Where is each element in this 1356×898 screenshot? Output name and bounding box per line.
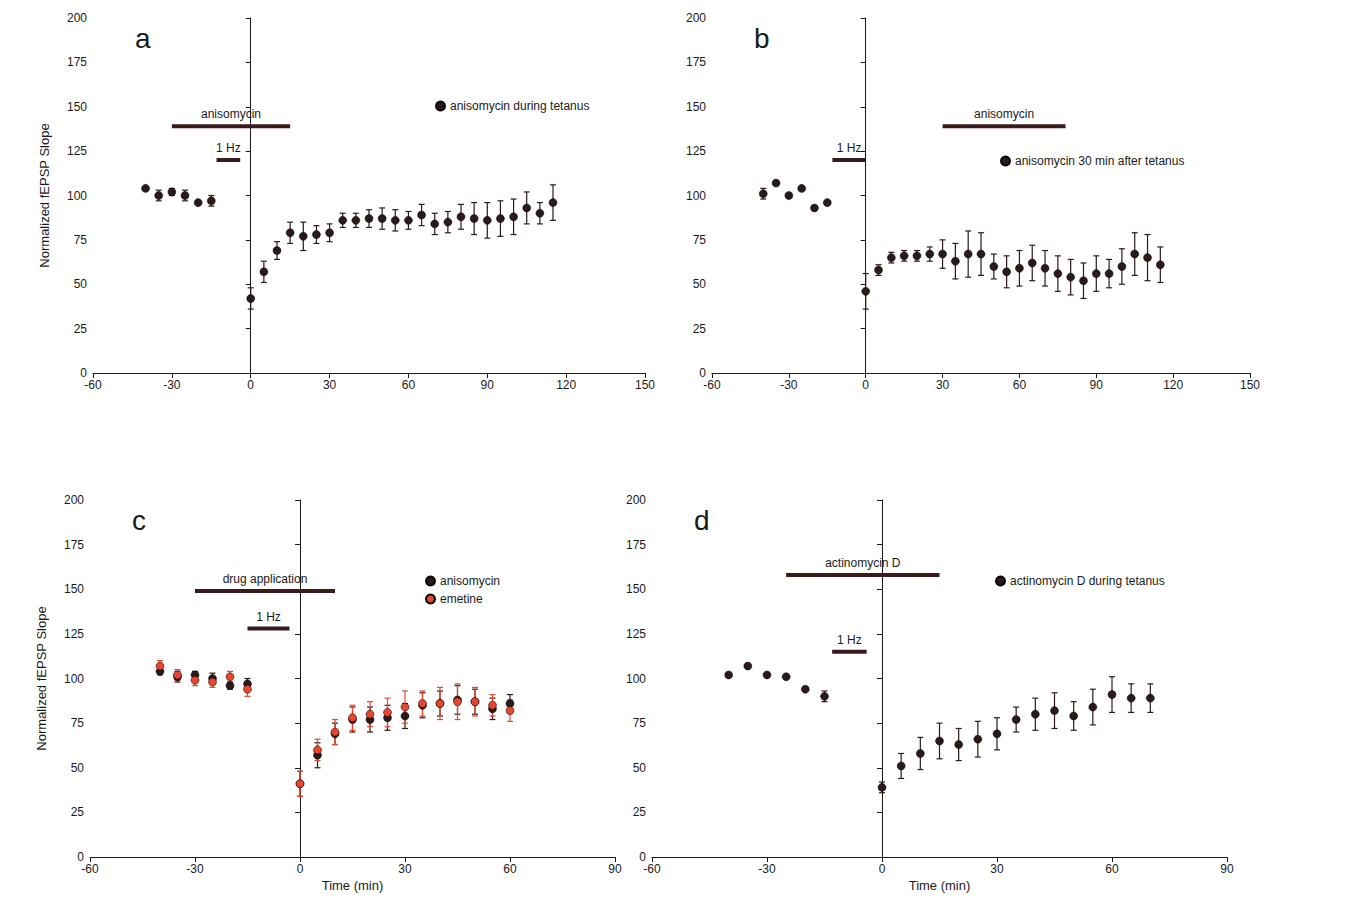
- svg-text:25: 25: [74, 322, 88, 336]
- svg-text:25: 25: [633, 805, 647, 819]
- svg-text:200: 200: [626, 493, 646, 507]
- svg-text:75: 75: [633, 716, 647, 730]
- svg-text:Time (min): Time (min): [322, 878, 384, 893]
- svg-text:c: c: [132, 505, 146, 536]
- svg-text:anisomycin: anisomycin: [201, 107, 261, 121]
- svg-text:100: 100: [67, 189, 87, 203]
- svg-text:-60: -60: [84, 378, 102, 392]
- svg-text:60: 60: [503, 862, 517, 876]
- svg-text:actinomycin D during tetanus: actinomycin D during tetanus: [1010, 574, 1165, 588]
- svg-text:90: 90: [1220, 862, 1234, 876]
- svg-text:100: 100: [626, 672, 646, 686]
- svg-text:a: a: [135, 23, 151, 54]
- svg-text:175: 175: [67, 55, 87, 69]
- svg-text:200: 200: [67, 11, 87, 25]
- svg-text:150: 150: [626, 582, 646, 596]
- svg-text:-30: -30: [186, 862, 204, 876]
- svg-text:175: 175: [64, 538, 84, 552]
- svg-text:125: 125: [686, 144, 706, 158]
- svg-text:anisomycin: anisomycin: [974, 107, 1034, 121]
- svg-text:drug application: drug application: [223, 572, 308, 586]
- svg-text:1 Hz: 1 Hz: [256, 610, 281, 624]
- svg-text:Normalized fEPSP Slope: Normalized fEPSP Slope: [34, 606, 49, 750]
- svg-text:Time (min): Time (min): [909, 878, 971, 893]
- svg-text:60: 60: [402, 378, 416, 392]
- svg-text:150: 150: [635, 378, 655, 392]
- svg-text:200: 200: [686, 11, 706, 25]
- svg-text:150: 150: [67, 100, 87, 114]
- svg-text:90: 90: [1090, 378, 1104, 392]
- svg-text:anisomycin: anisomycin: [440, 574, 500, 588]
- svg-text:-30: -30: [163, 378, 181, 392]
- svg-text:125: 125: [64, 627, 84, 641]
- svg-text:120: 120: [556, 378, 576, 392]
- svg-text:emetine: emetine: [440, 592, 483, 606]
- svg-text:0: 0: [247, 378, 254, 392]
- svg-text:60: 60: [1105, 862, 1119, 876]
- svg-text:90: 90: [608, 862, 622, 876]
- svg-text:120: 120: [1163, 378, 1183, 392]
- svg-text:150: 150: [64, 582, 84, 596]
- svg-text:50: 50: [71, 761, 85, 775]
- svg-text:Normalized fEPSP Slope: Normalized fEPSP Slope: [37, 123, 52, 267]
- svg-text:100: 100: [686, 189, 706, 203]
- svg-text:1 Hz: 1 Hz: [837, 141, 862, 155]
- svg-text:60: 60: [1013, 378, 1027, 392]
- svg-text:75: 75: [71, 716, 85, 730]
- svg-text:-60: -60: [703, 378, 721, 392]
- svg-text:150: 150: [686, 100, 706, 114]
- svg-text:anisomycin 30 min after tetanu: anisomycin 30 min after tetanus: [1015, 154, 1184, 168]
- svg-text:anisomycin during tetanus: anisomycin during tetanus: [450, 99, 589, 113]
- svg-text:d: d: [694, 505, 710, 536]
- svg-text:-60: -60: [643, 862, 661, 876]
- svg-text:150: 150: [1240, 378, 1260, 392]
- svg-text:50: 50: [693, 277, 707, 291]
- svg-text:30: 30: [398, 862, 412, 876]
- svg-text:-30: -30: [758, 862, 776, 876]
- svg-text:1 Hz: 1 Hz: [837, 633, 862, 647]
- svg-text:b: b: [754, 23, 770, 54]
- svg-text:75: 75: [74, 233, 88, 247]
- svg-text:0: 0: [639, 850, 646, 864]
- svg-text:175: 175: [686, 55, 706, 69]
- svg-text:75: 75: [693, 233, 707, 247]
- svg-text:50: 50: [74, 277, 88, 291]
- svg-text:0: 0: [297, 862, 304, 876]
- svg-text:90: 90: [481, 378, 495, 392]
- svg-text:0: 0: [879, 862, 886, 876]
- svg-text:125: 125: [626, 627, 646, 641]
- svg-text:30: 30: [323, 378, 337, 392]
- svg-text:0: 0: [80, 366, 87, 380]
- svg-text:-30: -30: [780, 378, 798, 392]
- svg-text:25: 25: [693, 322, 707, 336]
- svg-text:30: 30: [990, 862, 1004, 876]
- svg-text:30: 30: [936, 378, 950, 392]
- svg-text:actinomycin D: actinomycin D: [825, 556, 901, 570]
- svg-text:1 Hz: 1 Hz: [216, 141, 241, 155]
- svg-text:0: 0: [862, 378, 869, 392]
- svg-text:200: 200: [64, 493, 84, 507]
- svg-text:175: 175: [626, 538, 646, 552]
- svg-text:50: 50: [633, 761, 647, 775]
- svg-text:0: 0: [77, 850, 84, 864]
- svg-text:125: 125: [67, 144, 87, 158]
- svg-text:25: 25: [71, 805, 85, 819]
- svg-text:-60: -60: [81, 862, 99, 876]
- svg-text:100: 100: [64, 672, 84, 686]
- svg-text:0: 0: [699, 366, 706, 380]
